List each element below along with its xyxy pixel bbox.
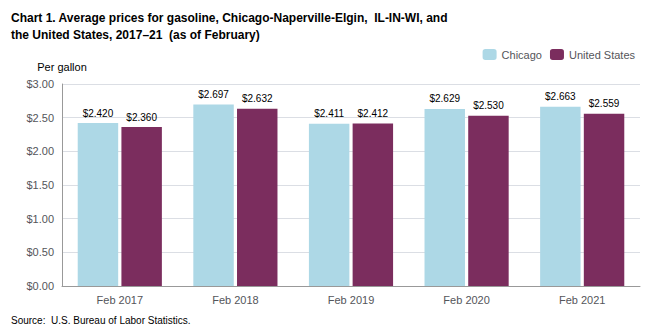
svg-text:$1.00: $1.00 — [26, 213, 54, 225]
svg-text:Per gallon: Per gallon — [37, 61, 87, 73]
svg-text:$2.663: $2.663 — [545, 91, 576, 102]
svg-text:Feb 2019: Feb 2019 — [328, 294, 374, 306]
svg-text:$2.629: $2.629 — [429, 93, 460, 104]
svg-text:$2.00: $2.00 — [26, 145, 54, 157]
svg-text:Feb 2021: Feb 2021 — [559, 294, 605, 306]
svg-text:$2.530: $2.530 — [473, 100, 504, 111]
svg-text:$2.50: $2.50 — [26, 112, 54, 124]
svg-text:Feb 2020: Feb 2020 — [443, 294, 489, 306]
svg-text:Source: U.S. Bureau of Labor: Source: U.S. Bureau of Labor Statistics. — [11, 315, 191, 326]
svg-text:Feb 2017: Feb 2017 — [97, 294, 143, 306]
svg-text:$2.412: $2.412 — [358, 108, 389, 119]
svg-text:$0.50: $0.50 — [26, 246, 54, 258]
svg-text:$0.00: $0.00 — [26, 280, 54, 292]
svg-text:Chicago: Chicago — [502, 49, 542, 61]
svg-text:$2.420: $2.420 — [83, 108, 114, 119]
svg-text:$2.411: $2.411 — [314, 108, 344, 119]
svg-text:Chart 1. Average prices for ga: Chart 1. Average prices for gasoline, Ch… — [11, 11, 448, 25]
svg-text:$2.559: $2.559 — [589, 98, 620, 109]
svg-text:$2.360: $2.360 — [126, 112, 157, 123]
svg-text:Feb 2018: Feb 2018 — [212, 294, 258, 306]
svg-text:United States: United States — [569, 49, 636, 61]
svg-text:$1.50: $1.50 — [26, 179, 54, 191]
svg-text:$2.632: $2.632 — [242, 93, 273, 104]
svg-text:$3.00: $3.00 — [26, 78, 54, 90]
svg-text:the United States, 2017–21 (a: the United States, 2017–21 (as of Februa… — [11, 28, 260, 42]
svg-text:$2.697: $2.697 — [198, 89, 229, 100]
